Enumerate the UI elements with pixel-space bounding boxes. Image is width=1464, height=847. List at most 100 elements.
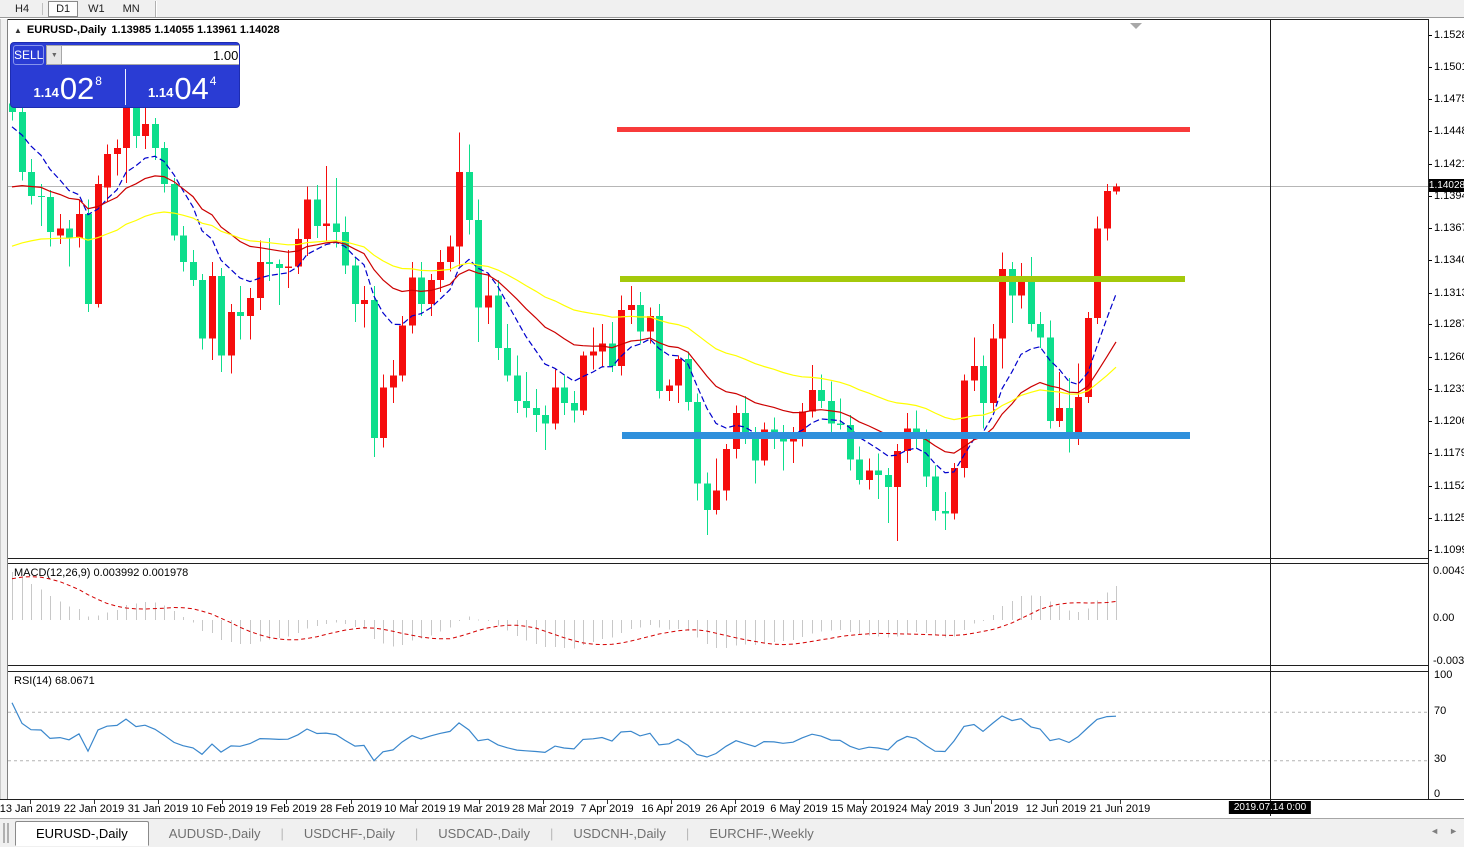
candle-wick <box>526 372 527 418</box>
timeframe-button-d1[interactable]: D1 <box>48 0 79 17</box>
tabs-scroll-left-icon[interactable]: ◄ <box>1430 826 1440 836</box>
volume-input[interactable] <box>62 45 239 65</box>
rsi-indicator-pane[interactable]: RSI(14) 68.0671 <box>8 671 1428 800</box>
candle-body <box>590 351 597 356</box>
candle-body <box>257 261 264 298</box>
sell-button[interactable]: SELL <box>13 45 45 65</box>
date-axis-tick <box>863 800 864 804</box>
macd-histogram-bar <box>1012 601 1013 620</box>
macd-histogram-bar <box>526 620 527 641</box>
macd-chart[interactable] <box>8 565 1428 666</box>
chart-tab-audusd[interactable]: AUDUSD-,Daily <box>168 825 261 841</box>
tabbar-grip[interactable] <box>3 823 9 843</box>
chart-symbol-title: EURUSD-,Daily <box>26 24 107 36</box>
timeframe-button-w1[interactable]: W1 <box>88 2 105 15</box>
macd-histogram-bar <box>831 620 832 631</box>
price-axis-label: 1.14480 <box>1434 125 1464 137</box>
macd-histogram-bar <box>555 620 556 648</box>
horizontal-line-object-0[interactable] <box>617 127 1190 132</box>
candlestick-chart[interactable] <box>8 21 1428 559</box>
candle-body <box>218 276 225 356</box>
candle-body <box>980 366 987 404</box>
tab-separator: | <box>280 825 284 841</box>
price-axis: 1.14028 1.15285 1.15015 1.14750 1.14480 1.14… <box>1428 19 1464 800</box>
chart-tab-usdcnh[interactable]: USDCNH-,Daily <box>573 825 666 841</box>
candle-body <box>761 429 768 461</box>
sell-price-display[interactable]: 1.14 02 8 <box>11 67 125 107</box>
price-axis-tick <box>1429 550 1432 551</box>
macd-histogram-bar <box>916 620 917 633</box>
macd-histogram-bar <box>431 620 432 636</box>
chart-tab-usdchf[interactable]: USDCHF-,Daily <box>303 825 395 841</box>
rsi-axis-label: 30 <box>1434 753 1447 765</box>
macd-histogram-bar <box>107 612 108 620</box>
macd-histogram-bar <box>1107 592 1108 620</box>
horizontal-line-object-2[interactable] <box>622 432 1190 439</box>
price-axis-tick <box>1429 453 1432 454</box>
candle-body <box>875 470 882 476</box>
tabs-scroll-right-icon[interactable]: ► <box>1449 826 1458 836</box>
candle-body <box>247 297 254 316</box>
candle-body <box>333 223 340 232</box>
timeframe-button-h4[interactable]: H4 <box>15 2 30 15</box>
price-chart-pane[interactable]: ▲ EURUSD-,Daily 1.13985 1.14055 1.13961 … <box>8 19 1428 559</box>
candle-body <box>285 266 292 268</box>
candle-body <box>133 94 140 137</box>
candle-body <box>514 375 521 401</box>
candle-wick <box>545 405 546 450</box>
price-axis-label: 1.12870 <box>1434 318 1464 330</box>
candle-body <box>47 197 54 232</box>
macd-histogram-bar <box>517 620 518 636</box>
macd-histogram-bar <box>126 604 127 620</box>
collapse-panel-icon[interactable]: ▲ <box>14 25 22 35</box>
date-axis-tick <box>415 800 416 804</box>
candle-body <box>818 390 825 401</box>
macd-histogram-bar <box>478 619 479 621</box>
macd-histogram-bar <box>621 620 622 634</box>
candle-body <box>76 213 83 238</box>
horizontal-line-object-1[interactable] <box>620 276 1185 282</box>
price-axis-tick <box>1429 164 1432 165</box>
macd-histogram-bar <box>250 620 251 644</box>
price-axis-label: 1.13135 <box>1434 287 1464 299</box>
buy-price-display[interactable]: 1.14 04 4 <box>126 67 240 107</box>
macd-histogram-bar <box>574 620 575 649</box>
candle-body <box>228 312 235 356</box>
candle-body <box>475 219 482 308</box>
chart-tab-eurusd[interactable]: EURUSD-,Daily <box>15 821 149 846</box>
buy-price-prefix: 1.14 <box>148 85 174 100</box>
macd-histogram-bar <box>345 620 346 624</box>
macd-histogram-bar <box>983 620 984 622</box>
macd-histogram-bar <box>907 620 908 634</box>
candle-body <box>647 315 654 332</box>
chart-tab-eurchf[interactable]: EURCHF-,Weekly <box>709 825 814 841</box>
date-axis-tick <box>799 800 800 804</box>
window-left-edge <box>0 19 8 799</box>
candle-wick <box>117 139 118 176</box>
rsi-chart[interactable] <box>8 673 1428 800</box>
price-axis-tick <box>1429 421 1432 422</box>
date-axis-label: 19 Feb 2019 <box>255 803 317 815</box>
date-axis-tick <box>991 800 992 804</box>
macd-histogram-bar <box>50 596 51 620</box>
macd-histogram-bar <box>536 620 537 645</box>
candle-body <box>666 385 673 392</box>
macd-histogram-bar <box>364 620 365 630</box>
candle-body <box>1009 269 1016 296</box>
chart-tab-usdcad[interactable]: USDCAD-,Daily <box>438 825 530 841</box>
candle-body <box>1075 397 1082 438</box>
date-axis-label: 10 Feb 2019 <box>191 803 253 815</box>
panel-collapse-arrow-icon[interactable] <box>1130 23 1142 29</box>
date-axis-label: 15 May 2019 <box>831 803 895 815</box>
one-click-trade-panel: SELL ▼ ▲ BUY 1.14 02 8 1.14 04 4 <box>10 42 240 108</box>
price-axis-label: 1.15285 <box>1434 29 1464 41</box>
macd-histogram-bar <box>707 620 708 645</box>
macd-indicator-pane[interactable]: MACD(12,26,9) 0.003992 0.001978 <box>8 563 1428 666</box>
candle-body <box>418 277 425 304</box>
date-axis-tick <box>222 800 223 804</box>
volume-decrease-icon[interactable]: ▼ <box>46 45 63 65</box>
macd-histogram-bar <box>935 620 936 636</box>
macd-histogram-bar <box>355 620 356 627</box>
timeframe-button-mn[interactable]: MN <box>122 2 140 15</box>
candle-body <box>675 358 682 386</box>
